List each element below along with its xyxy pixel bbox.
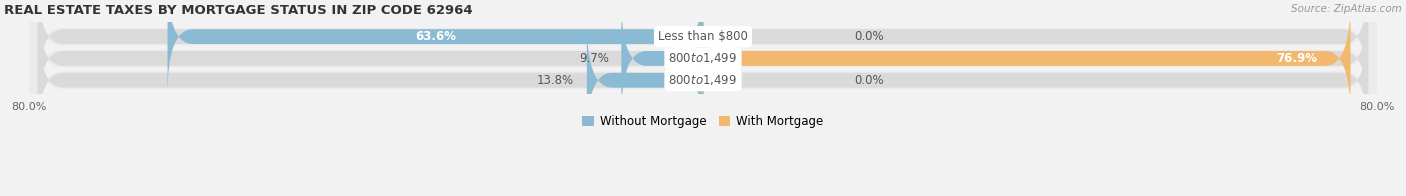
Text: 13.8%: 13.8% xyxy=(537,74,574,87)
Text: Source: ZipAtlas.com: Source: ZipAtlas.com xyxy=(1291,4,1402,14)
Text: 9.7%: 9.7% xyxy=(579,52,609,65)
FancyBboxPatch shape xyxy=(30,0,1376,137)
Text: 0.0%: 0.0% xyxy=(855,30,884,43)
FancyBboxPatch shape xyxy=(30,0,1376,115)
Text: REAL ESTATE TAXES BY MORTGAGE STATUS IN ZIP CODE 62964: REAL ESTATE TAXES BY MORTGAGE STATUS IN … xyxy=(4,4,472,17)
FancyBboxPatch shape xyxy=(30,2,1376,159)
Text: $800 to $1,499: $800 to $1,499 xyxy=(668,73,738,87)
FancyBboxPatch shape xyxy=(38,1,1368,116)
FancyBboxPatch shape xyxy=(621,1,703,116)
FancyBboxPatch shape xyxy=(38,0,1368,95)
FancyBboxPatch shape xyxy=(167,0,703,95)
FancyBboxPatch shape xyxy=(703,1,1351,116)
Legend: Without Mortgage, With Mortgage: Without Mortgage, With Mortgage xyxy=(578,111,828,133)
FancyBboxPatch shape xyxy=(586,22,703,138)
Text: 0.0%: 0.0% xyxy=(855,74,884,87)
FancyBboxPatch shape xyxy=(38,22,1368,138)
Text: 76.9%: 76.9% xyxy=(1275,52,1317,65)
Text: 63.6%: 63.6% xyxy=(415,30,456,43)
Text: Less than $800: Less than $800 xyxy=(658,30,748,43)
Text: $800 to $1,499: $800 to $1,499 xyxy=(668,51,738,65)
